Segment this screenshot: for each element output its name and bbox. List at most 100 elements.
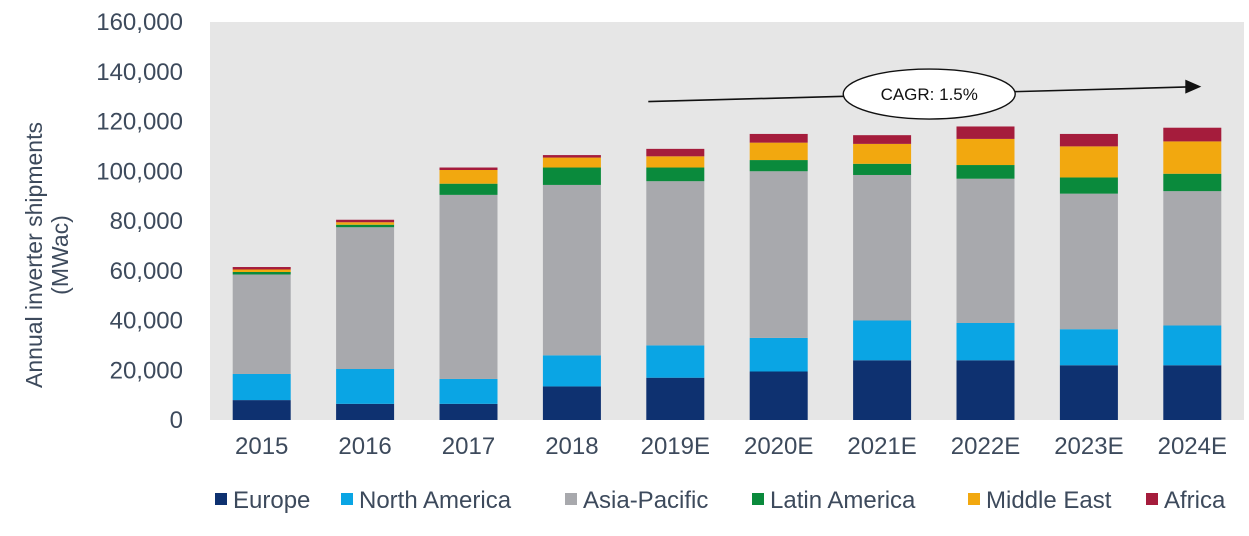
- legend: Europe North America Asia-Pacific Latin Ame…: [215, 487, 1226, 514]
- legend-label-latin-america: Latin America: [770, 487, 916, 514]
- x-tick-label: 2024E: [1158, 433, 1227, 460]
- bar-segment-africa-2020e: [749, 133, 808, 143]
- y-tick-label: 160,000: [96, 9, 183, 36]
- bar-segment-middle-east-2015: [232, 269, 291, 272]
- bars-group: [232, 126, 1222, 420]
- legend-label-asia-pacific: Asia-Pacific: [583, 487, 708, 514]
- y-tick-label: 40,000: [110, 308, 183, 335]
- bar-segment-latin-america-2016: [336, 224, 395, 228]
- bar-segment-africa-2022e: [956, 126, 1015, 139]
- y-tick-label: 100,000: [96, 158, 183, 185]
- bar-segment-middle-east-2016: [336, 222, 395, 225]
- bar-segment-africa-2019e: [646, 148, 705, 157]
- legend-swatch-africa: [1146, 493, 1158, 505]
- legend-label-africa: Africa: [1164, 487, 1226, 514]
- bar-segment-africa-2021e: [853, 135, 912, 144]
- bar-segment-asia-pacific-2016: [336, 227, 395, 370]
- x-tick-label: 2019E: [641, 433, 710, 460]
- bar-segment-africa-2023e: [1059, 133, 1118, 147]
- bar-segment-latin-america-2024e: [1163, 173, 1222, 192]
- bar-segment-north-america-2024e: [1163, 325, 1222, 366]
- bar-segment-asia-pacific-2019e: [646, 181, 705, 346]
- bar-segment-middle-east-2021e: [853, 143, 912, 164]
- bar-segment-asia-pacific-2017: [439, 194, 498, 379]
- y-axis-label: Annual inverter shipments (MWac): [21, 122, 73, 388]
- bar-segment-africa-2015: [232, 267, 291, 270]
- cagr-ellipse: [842, 68, 1016, 120]
- bar-segment-latin-america-2021e: [853, 163, 912, 175]
- y-tick-label: 60,000: [110, 258, 183, 285]
- bar-segment-europe-2019e: [646, 377, 705, 420]
- y-axis-label-line1: Annual inverter shipments: [21, 122, 47, 388]
- bar-segment-europe-2024e: [1163, 365, 1222, 420]
- bar-segment-africa-2017: [439, 167, 498, 171]
- x-axis-ticks: 2015 2016 2017 2018 2019E 2020E 2021E 2022E 2023…: [235, 433, 1227, 460]
- bar-segment-middle-east-2019e: [646, 156, 705, 168]
- bar-segment-asia-pacific-2020e: [749, 171, 808, 338]
- bar-segment-north-america-2018: [542, 355, 601, 387]
- x-tick-label: 2016: [338, 433, 391, 460]
- bar-segment-latin-america-2018: [542, 167, 601, 185]
- cagr-label: CAGR: 1.5%: [881, 85, 978, 104]
- x-tick-label: 2020E: [744, 433, 813, 460]
- bar-segment-north-america-2015: [232, 373, 291, 401]
- bar-segment-asia-pacific-2021e: [853, 174, 912, 321]
- x-tick-label: 2018: [545, 433, 598, 460]
- bar-segment-middle-east-2023e: [1059, 146, 1118, 178]
- x-tick-label: 2015: [235, 433, 288, 460]
- bar-segment-middle-east-2018: [542, 157, 601, 168]
- bar-segment-north-america-2016: [336, 369, 395, 404]
- bar-segment-asia-pacific-2022e: [956, 178, 1015, 323]
- y-axis-ticks: 0 20,000 40,000 60,000 80,000 100,000 120,000 1…: [96, 9, 183, 434]
- legend-swatch-latin-america: [752, 493, 764, 505]
- y-tick-label: 20,000: [110, 357, 183, 384]
- bar-segment-europe-2017: [439, 403, 498, 420]
- bar-segment-europe-2021e: [853, 360, 912, 420]
- x-tick-label: 2023E: [1054, 433, 1123, 460]
- bar-segment-latin-america-2017: [439, 183, 498, 195]
- bar-segment-europe-2022e: [956, 360, 1015, 420]
- bar-segment-north-america-2020e: [749, 337, 808, 372]
- bar-segment-africa-2024e: [1163, 127, 1222, 142]
- bar-segment-europe-2018: [542, 386, 601, 420]
- legend-label-middle-east: Middle East: [986, 487, 1112, 514]
- bar-segment-latin-america-2022e: [956, 165, 1015, 179]
- bar-segment-north-america-2021e: [853, 320, 912, 361]
- legend-swatch-asia-pacific: [565, 493, 577, 505]
- bar-segment-asia-pacific-2018: [542, 184, 601, 356]
- bar-segment-africa-2016: [336, 219, 395, 223]
- x-tick-label: 2017: [442, 433, 495, 460]
- bar-segment-latin-america-2015: [232, 271, 291, 275]
- y-tick-label: 140,000: [96, 59, 183, 86]
- bar-segment-latin-america-2019e: [646, 167, 705, 182]
- bar-segment-north-america-2022e: [956, 322, 1015, 361]
- bar-segment-middle-east-2024e: [1163, 141, 1222, 174]
- bar-segment-middle-east-2022e: [956, 138, 1015, 166]
- cagr-annotation: CAGR: 1.5%: [648, 68, 1202, 120]
- bar-segment-north-america-2019e: [646, 345, 705, 378]
- bar-segment-middle-east-2017: [439, 170, 498, 184]
- legend-label-europe: Europe: [233, 487, 310, 514]
- legend-swatch-north-america: [341, 493, 353, 505]
- bar-segment-europe-2023e: [1059, 365, 1118, 420]
- y-tick-label: 0: [170, 407, 183, 434]
- bar-segment-asia-pacific-2015: [232, 274, 291, 374]
- bar-segment-north-america-2017: [439, 378, 498, 404]
- bar-segment-latin-america-2023e: [1059, 177, 1118, 194]
- bar-segment-africa-2018: [542, 155, 601, 158]
- bar-segment-north-america-2023e: [1059, 329, 1118, 366]
- y-axis-label-line2: (MWac): [47, 215, 73, 295]
- legend-swatch-middle-east: [968, 493, 980, 505]
- bar-segment-asia-pacific-2024e: [1163, 191, 1222, 326]
- y-tick-label: 120,000: [96, 109, 183, 136]
- bar-segment-europe-2015: [232, 400, 291, 420]
- bar-segment-europe-2016: [336, 403, 395, 420]
- bar-segment-europe-2020e: [749, 371, 808, 420]
- legend-swatch-europe: [215, 493, 227, 505]
- x-tick-label: 2022E: [951, 433, 1020, 460]
- bar-segment-asia-pacific-2023e: [1059, 193, 1118, 330]
- cagr-arrow-head: [1185, 79, 1202, 94]
- x-tick-label: 2021E: [847, 433, 916, 460]
- y-tick-label: 80,000: [110, 208, 183, 235]
